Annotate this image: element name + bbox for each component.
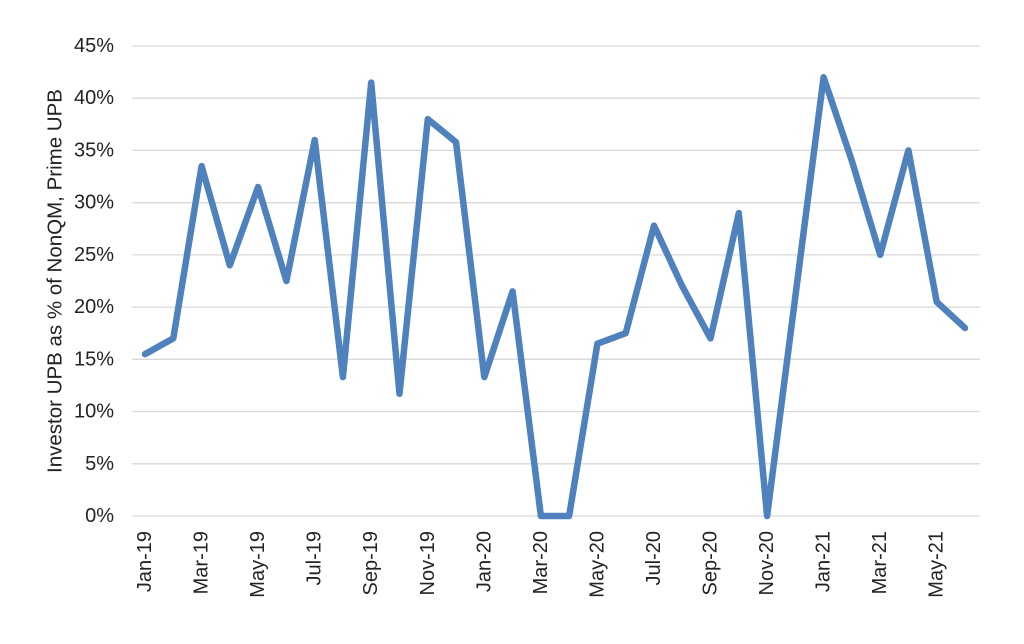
- y-tick-label: 40%: [74, 87, 114, 109]
- x-tick-label: Jan-21: [813, 531, 835, 592]
- y-axis-title: Investor UPB as % of NonQM, Prime UPB: [44, 89, 67, 473]
- x-tick-label: Jul-19: [304, 531, 326, 585]
- series-group: [141, 74, 969, 520]
- x-tick-label: Nov-19: [417, 531, 439, 595]
- y-tick-label: 35%: [74, 139, 114, 161]
- y-tick-label: 15%: [74, 348, 114, 370]
- y-tick-label: 20%: [74, 296, 114, 318]
- y-tick-label: 0%: [85, 505, 114, 527]
- x-tick-label: Nov-20: [756, 531, 778, 595]
- x-tick-label: Jul-20: [643, 531, 665, 585]
- x-tick-label: Mar-19: [191, 531, 213, 594]
- x-tick-label: Mar-20: [530, 531, 552, 594]
- x-tick-label: Jan-20: [473, 531, 495, 592]
- x-tick-label: Mar-21: [869, 531, 891, 594]
- data-line: [141, 74, 969, 520]
- y-axis-tick-labels: 0% 5% 10% 15% 20% 25% 30% 35% 40% 45%: [74, 35, 114, 527]
- gridlines-group: [132, 45, 980, 517]
- x-axis-tick-labels: Jan-19 Mar-19 May-19 Jul-19 Sep-19 Nov-19 Jan-…: [134, 531, 948, 598]
- x-tick-label: May-20: [586, 531, 608, 598]
- y-axis-title-group: Investor UPB as % of NonQM, Prime UPB: [44, 89, 67, 473]
- x-tick-label: May-21: [926, 531, 948, 598]
- y-tick-label: 30%: [74, 192, 114, 214]
- x-tick-label: Jan-19: [134, 531, 156, 592]
- y-tick-label: 5%: [85, 453, 114, 475]
- y-tick-label: 10%: [74, 401, 114, 423]
- y-tick-label: 45%: [74, 35, 114, 57]
- x-tick-label: May-19: [247, 531, 269, 598]
- x-tick-label: Sep-19: [360, 531, 382, 596]
- y-tick-label: 25%: [74, 244, 114, 266]
- x-tick-label: Sep-20: [700, 531, 722, 596]
